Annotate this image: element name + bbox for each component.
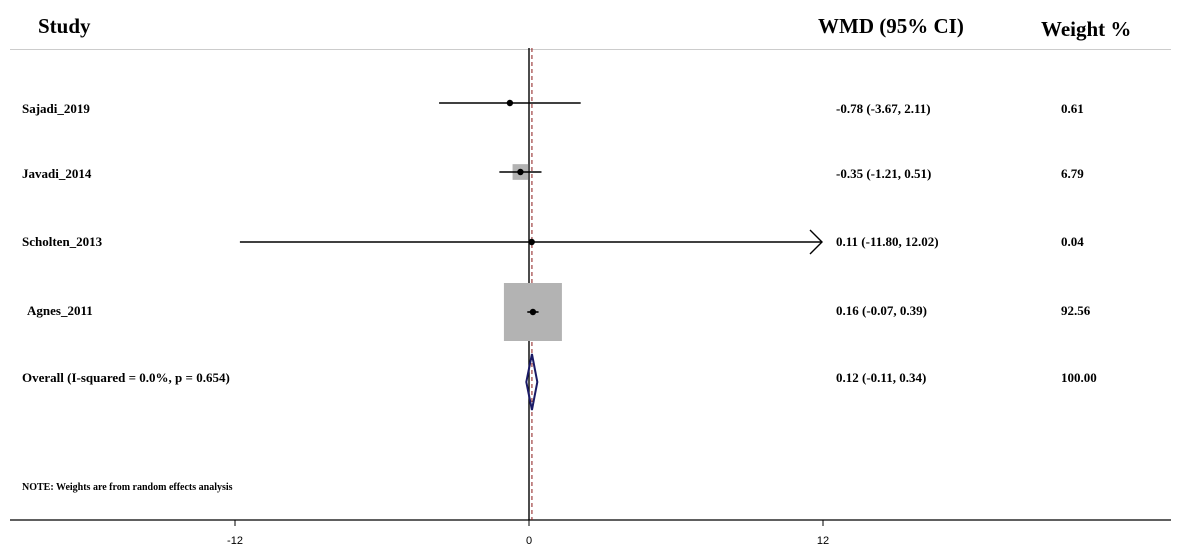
analysis-note: NOTE: Weights are from random effects an… xyxy=(22,482,233,493)
overall-label: Overall (I-squared = 0.0%, p = 0.654) xyxy=(22,370,230,385)
ci-arrow xyxy=(809,229,823,255)
x-tick-label: -12 xyxy=(227,535,243,547)
study-label: Javadi_2014 xyxy=(22,166,92,181)
x-tick-label: 12 xyxy=(817,535,829,547)
overall-diamond xyxy=(525,353,539,411)
overall-weight: 100.00 xyxy=(1061,370,1097,385)
point-estimate xyxy=(529,308,537,316)
point-estimate xyxy=(506,99,514,107)
study-ci-text: -0.35 (-1.21, 0.51) xyxy=(836,166,932,181)
overall-ci-text: 0.12 (-0.11, 0.34) xyxy=(836,370,927,385)
study-weight: 0.61 xyxy=(1061,101,1084,116)
study-weight: 6.79 xyxy=(1061,166,1084,181)
study-label: Scholten_2013 xyxy=(22,234,103,249)
study-label: Sajadi_2019 xyxy=(22,101,90,116)
study-weight: 0.04 xyxy=(1061,234,1084,249)
x-tick-label: 0 xyxy=(526,535,532,547)
study-label: Agnes_2011 xyxy=(27,303,93,318)
study-weight: 92.56 xyxy=(1061,303,1091,318)
point-estimate xyxy=(528,238,535,246)
study-ci-text: 0.11 (-11.80, 12.02) xyxy=(836,234,939,249)
point-estimate xyxy=(517,168,524,176)
study-ci-text: 0.16 (-0.07, 0.39) xyxy=(836,303,927,318)
header-study: Study xyxy=(38,14,91,38)
study-ci-text: -0.78 (-3.67, 2.11) xyxy=(836,101,931,116)
header-divider xyxy=(10,49,1171,50)
header-weight: Weight % xyxy=(1041,17,1132,41)
header-effect: WMD (95% CI) xyxy=(818,14,964,38)
